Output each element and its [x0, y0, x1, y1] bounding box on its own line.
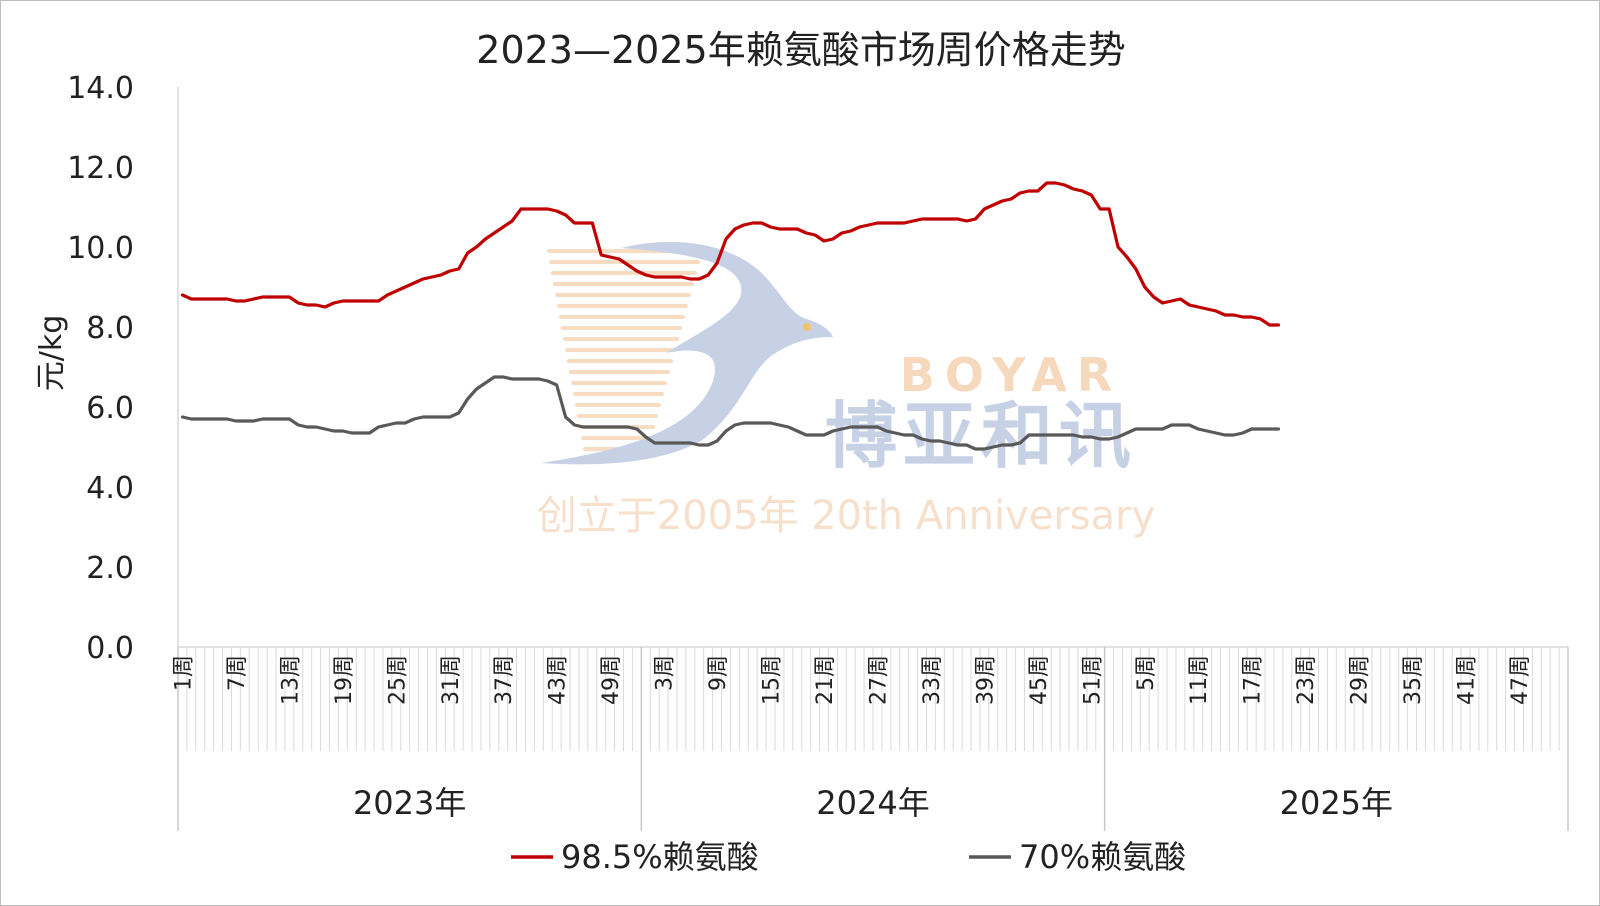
- x-week-label: 49周: [599, 655, 624, 705]
- y-tick-label: 10.0: [67, 231, 134, 266]
- x-week-label: 27周: [866, 655, 891, 705]
- legend-label: 98.5%赖氨酸: [561, 838, 759, 876]
- x-week-label: 25周: [385, 655, 410, 705]
- watermark-brand-en: BOYAR: [900, 348, 1122, 402]
- y-tick-labels: 14.0 12.0 10.0 8.0 6.0 4.0 2.0 0.0: [67, 71, 134, 666]
- x-week-label: 9周: [706, 655, 731, 691]
- y-tick-label: 12.0: [67, 151, 134, 186]
- x-week-label: 17周: [1241, 655, 1266, 705]
- y-tick-label: 14.0: [67, 71, 134, 106]
- x-week-ticks: [177, 647, 1569, 831]
- y-tick-label: 6.0: [86, 391, 134, 426]
- watermark-bird-eye: [803, 323, 811, 331]
- series-line: [180, 375, 1281, 451]
- x-week-label: 1周: [171, 655, 196, 691]
- watermark-tagline: 创立于2005年 20th Anniversary: [537, 493, 1156, 539]
- x-week-label: 7周: [225, 655, 250, 691]
- y-axis-label: 元/kg: [34, 315, 69, 392]
- watermark-stripes: [547, 249, 703, 451]
- series-line: [180, 181, 1281, 327]
- x-week-label: 37周: [492, 655, 517, 705]
- x-week-label: 43周: [546, 655, 571, 705]
- x-week-label: 45周: [1027, 655, 1052, 705]
- y-tick-label: 8.0: [86, 311, 134, 346]
- x-week-label: 15周: [760, 655, 785, 705]
- x-week-label: 19周: [332, 655, 357, 705]
- legend-label: 70%赖氨酸: [1019, 838, 1186, 876]
- x-week-label: 5周: [1134, 655, 1159, 691]
- x-week-label: 41周: [1455, 655, 1480, 705]
- x-year-label: 2024年: [816, 784, 929, 822]
- legend: 98.5%赖氨酸 70%赖氨酸: [511, 838, 1186, 876]
- x-week-label: 3周: [653, 655, 678, 691]
- x-year-label: 2023年: [353, 784, 466, 822]
- x-week-label: 29周: [1348, 655, 1373, 705]
- x-week-labels: 1周 7周 13周 19周 25周 31周 37周 43周 49周 3周 9周 15周 21周 27周 33…: [171, 655, 1533, 705]
- x-week-label: 31周: [439, 655, 464, 705]
- x-week-label: 51周: [1080, 655, 1105, 705]
- y-tick-label: 0.0: [86, 631, 134, 666]
- watermark-bird-shape: [541, 241, 833, 465]
- y-tick-label: 2.0: [86, 551, 134, 586]
- x-week-label: 13周: [278, 655, 303, 705]
- y-tick-label: 4.0: [86, 471, 134, 506]
- series-lines: [180, 181, 1281, 451]
- x-year-label: 2025年: [1280, 784, 1393, 822]
- x-year-groups: 2023年 2024年 2025年: [353, 784, 1393, 822]
- chart-title: 2023—2025年赖氨酸市场周价格走势: [476, 28, 1125, 72]
- boyar-watermark-logo: BOYAR 博亚和讯 创立于2005年 20th Anniversary: [537, 241, 1156, 539]
- x-week-label: 21周: [813, 655, 838, 705]
- x-week-label: 11周: [1187, 655, 1212, 705]
- x-week-label: 33周: [920, 655, 945, 705]
- x-week-label: 39周: [973, 655, 998, 705]
- x-week-label: 23周: [1294, 655, 1319, 705]
- x-week-label: 35周: [1401, 655, 1426, 705]
- x-week-label: 47周: [1508, 655, 1533, 705]
